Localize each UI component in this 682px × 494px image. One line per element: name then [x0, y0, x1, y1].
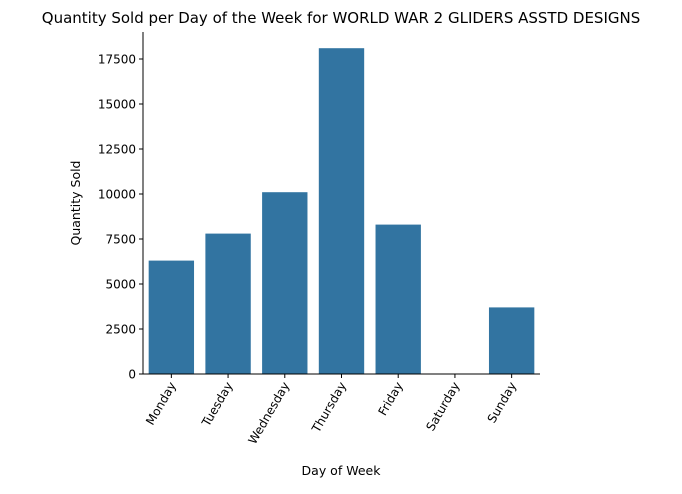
y-tick-label: 7500	[105, 233, 136, 247]
x-tick-label-monday: Monday	[143, 380, 179, 428]
chart-title: Quantity Sold per Day of the Week for WO…	[42, 9, 640, 27]
bar-wednesday	[262, 192, 308, 374]
x-axis: Monday Tuesday Wednesday Thursday Friday Satu…	[143, 373, 540, 447]
bar-sunday	[488, 307, 535, 374]
y-tick-label: 10000	[98, 188, 136, 202]
y-tick-label: 17500	[98, 53, 136, 67]
bar-thursday	[318, 48, 365, 374]
x-tick-label-wednesday: Wednesday	[246, 380, 293, 447]
x-tick-label-tuesday: Tuesday	[199, 380, 236, 430]
bar-monday	[148, 260, 195, 374]
x-axis-label: Day of Week	[302, 463, 382, 478]
y-tick-label: 2500	[105, 323, 136, 337]
y-axis-label: Quantity Sold	[68, 161, 83, 246]
x-tick-label-sunday: Sunday	[485, 380, 520, 426]
y-tick-label: 15000	[98, 98, 136, 112]
y-tick-label: 12500	[98, 143, 136, 157]
y-tick-label: 0	[128, 368, 136, 382]
bar-tuesday	[205, 233, 251, 374]
x-tick-label-thursday: Thursday	[309, 380, 350, 436]
y-axis: 0 2500 5000 7500 10000 12500 15000 17500	[98, 32, 144, 382]
bar-friday	[375, 224, 421, 374]
y-tick-label: 5000	[105, 278, 136, 292]
bars-layer	[148, 48, 535, 374]
x-tick-label-friday: Friday	[375, 380, 405, 419]
x-tick-label-saturday: Saturday	[423, 380, 462, 434]
